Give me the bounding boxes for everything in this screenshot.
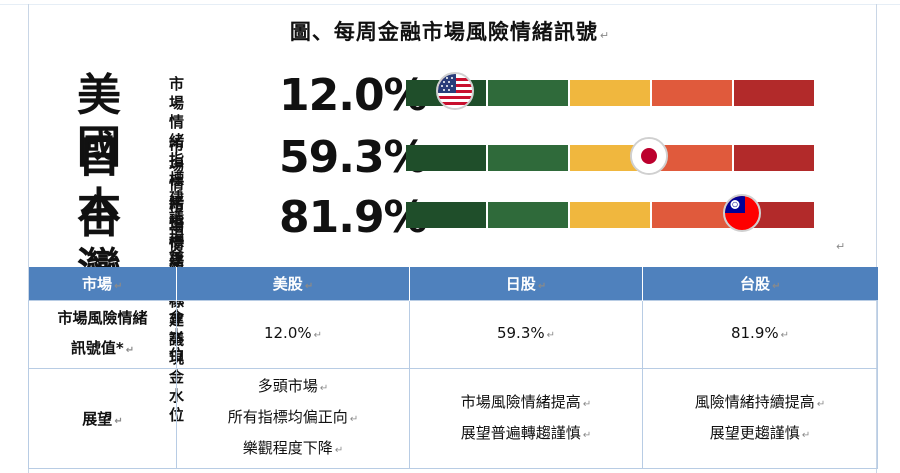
taiwan-flag-icon	[722, 194, 761, 232]
paragraph-mark-icon: ↵	[319, 383, 329, 394]
gauge-segment-2	[488, 80, 568, 106]
gauge-japan	[406, 137, 816, 175]
outlook-us-text: 樂觀程度下降	[242, 439, 333, 457]
paragraph-mark-icon: ↵	[836, 240, 846, 253]
signal-table: 市場 ↵ 美股 ↵ 日股 ↵ 台股 ↵ 市場風險情緒 訊號值* ↵ 12.0% ↵ 59.3…	[28, 267, 878, 469]
header-market-label: 市場	[82, 275, 113, 293]
header-us-stocks-label: 美股	[272, 275, 303, 293]
paragraph-mark-icon: ↵	[334, 445, 344, 456]
risk-value-tw-text: 81.9%	[730, 324, 779, 342]
percent-value: 81.9%	[279, 192, 428, 243]
paragraph-mark-icon: ↵	[582, 398, 592, 410]
header-us-stocks: 美股 ↵	[176, 267, 410, 301]
paragraph-mark-icon: ↵	[801, 429, 811, 441]
risk-value-jp-text: 59.3%	[496, 324, 545, 342]
us-flag-icon	[436, 72, 475, 110]
risk-signal-label: 市場風險情緒 訊號值* ↵	[28, 300, 177, 369]
paragraph-mark-icon: ↵	[114, 416, 123, 427]
table-row-risk-signal: 市場風險情緒 訊號值* ↵ 12.0% ↵ 59.3% ↵ 81.9% ↵	[28, 300, 878, 369]
gauge-segment-4	[652, 202, 732, 228]
outlook-label: 展望 ↵	[28, 368, 177, 469]
gauge-segment-3	[570, 202, 650, 228]
paragraph-mark-icon: ↵	[599, 29, 611, 42]
outlook-tw-line: 風險情緒持續提高 ↵	[643, 388, 877, 419]
paragraph-mark-icon: ↵	[114, 281, 123, 292]
risk-value-us-text: 12.0%	[263, 324, 312, 342]
risk-value-us: 12.0% ↵	[176, 300, 410, 369]
gauge-segment-5	[734, 145, 814, 171]
gauge-segment-3	[570, 80, 650, 106]
paragraph-mark-icon: ↵	[125, 345, 135, 356]
gauge-taiwan	[406, 194, 816, 232]
outlook-jp-line: 展望普遍轉趨謹慎 ↵	[410, 419, 642, 450]
gauge-usa	[406, 72, 816, 110]
gauge-segment-2	[488, 202, 568, 228]
outlook-us-line: 樂觀程度下降 ↵	[177, 434, 409, 465]
left-border	[28, 4, 29, 473]
paragraph-mark-icon: ↵	[780, 330, 790, 341]
title-text: 圖、每周金融市場風險情緒訊號	[289, 20, 598, 44]
country-label: 日本	[77, 132, 122, 235]
header-tw-stocks-label: 台股	[740, 275, 771, 293]
gauge-segment-5	[734, 80, 814, 106]
header-market: 市場 ↵	[28, 267, 177, 301]
table-header-row: 市場 ↵ 美股 ↵ 日股 ↵ 台股 ↵	[28, 267, 878, 301]
paragraph-mark-icon: ↵	[816, 398, 826, 410]
outlook-tw-text: 風險情緒持續提高	[694, 392, 815, 411]
header-jp-stocks-label: 日股	[505, 275, 536, 293]
outlook-jp-text: 市場風險情緒提高	[460, 392, 581, 411]
risk-label-line2: 訊號值*	[70, 339, 124, 357]
outlook-us-text: 多頭市場	[257, 377, 318, 395]
top-divider	[0, 4, 900, 5]
outlook-jp-text: 展望普遍轉趨謹慎	[460, 423, 581, 442]
percent-value: 59.3%	[279, 132, 428, 183]
outlook-us-line: 所有指標均偏正向 ↵	[177, 403, 409, 434]
paragraph-mark-icon: ↵	[349, 414, 359, 425]
outlook-label-text: 展望	[82, 410, 113, 428]
outlook-tw-text: 展望更趨謹慎	[709, 423, 800, 442]
outlook-tw: 風險情緒持續提高 ↵ 展望更趨謹慎 ↵	[642, 368, 878, 469]
header-jp-stocks: 日股 ↵	[409, 267, 643, 301]
gauge-segment-2	[488, 145, 568, 171]
page-title: 圖、每周金融市場風險情緒訊號 ↵	[0, 16, 900, 46]
gauge-segment-4	[652, 80, 732, 106]
percent-value: 12.0%	[279, 70, 428, 121]
indicator-label-1: 市場情緒指標	[169, 137, 185, 250]
gauge-segment-1	[406, 202, 486, 228]
risk-value-tw: 81.9% ↵	[642, 300, 878, 369]
country-label: 美國	[77, 70, 122, 173]
header-tw-stocks: 台股 ↵	[642, 267, 878, 301]
paragraph-mark-icon: ↵	[313, 330, 323, 341]
outlook-jp: 市場風險情緒提高 ↵ 展望普遍轉趨謹慎 ↵	[409, 368, 643, 469]
outlook-us: 多頭市場 ↵ 所有指標均偏正向 ↵ 樂觀程度下降 ↵	[176, 368, 410, 469]
right-border	[876, 4, 877, 473]
outlook-us-text: 所有指標均偏正向	[227, 408, 348, 426]
outlook-tw-line: 展望更趨謹慎 ↵	[643, 419, 877, 450]
table-row-outlook: 展望 ↵ 多頭市場 ↵ 所有指標均偏正向 ↵ 樂觀程度下降 ↵ 市場風險情緒提高 ↵ 展望…	[28, 368, 878, 469]
risk-label-line1: 市場風險情緒	[57, 309, 148, 327]
risk-value-jp: 59.3% ↵	[409, 300, 643, 369]
paragraph-mark-icon: ↵	[582, 429, 592, 441]
outlook-us-line: 多頭市場 ↵	[177, 372, 409, 403]
paragraph-mark-icon: ↵	[537, 281, 547, 292]
paragraph-mark-icon: ↵	[304, 281, 314, 292]
japan-flag-icon	[630, 137, 669, 175]
outlook-jp-line: 市場風險情緒提高 ↵	[410, 388, 642, 419]
gauge-segment-1	[406, 145, 486, 171]
risk-label-line2-wrap: 訊號值* ↵	[29, 333, 176, 366]
indicator-label-1: 市場情緒指標	[169, 75, 185, 188]
paragraph-mark-icon: ↵	[546, 330, 556, 341]
paragraph-mark-icon: ↵	[772, 281, 781, 292]
